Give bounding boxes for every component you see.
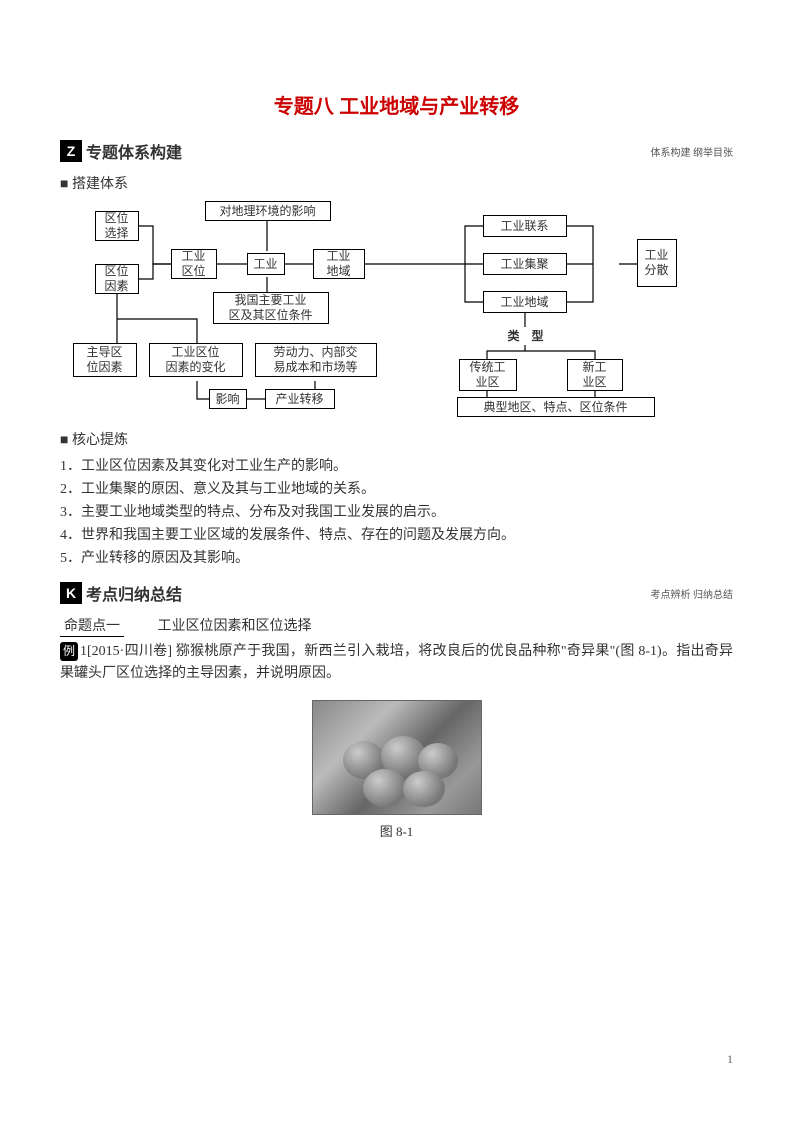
node-env-impact: 对地理环境的影响 xyxy=(205,201,331,221)
node-industry: 工业 xyxy=(247,253,285,275)
node-industry-disperse: 工业分散 xyxy=(637,239,677,287)
node-typical-region: 典型地区、特点、区位条件 xyxy=(457,397,655,417)
node-type-label: 类 型 xyxy=(491,327,561,345)
build-system-label: ■ 搭建体系 xyxy=(60,173,733,193)
core-list: 1．工业区位因素及其变化对工业生产的影响。 2．工业集聚的原因、意义及其与工业地… xyxy=(60,455,733,567)
node-dominant-factor: 主导区位因素 xyxy=(73,343,137,377)
example-num: 1 xyxy=(80,644,87,659)
node-location-factor: 区位因素 xyxy=(95,264,139,294)
page-title: 专题八 工业地域与产业转移 xyxy=(60,90,733,119)
example-badge: 例 xyxy=(60,642,78,661)
node-labor-cost: 劳动力、内部交易成本和市场等 xyxy=(255,343,377,377)
section-2-heading: 考点归纳总结 xyxy=(86,581,182,605)
core-refine-label: ■ 核心提炼 xyxy=(60,429,733,449)
section-2-sub: 考点辨析 归纳总结 xyxy=(651,586,734,601)
core-item-5: 5．产业转移的原因及其影响。 xyxy=(60,547,733,567)
node-location-choice: 区位选择 xyxy=(95,211,139,241)
topic-row: 命题点一 工业区位因素和区位选择 xyxy=(60,615,733,637)
topic-text: 工业区位因素和区位选择 xyxy=(158,619,312,634)
core-item-2: 2．工业集聚的原因、意义及其与工业地域的关系。 xyxy=(60,478,733,498)
section-1-sub: 体系构建 纲举目张 xyxy=(651,144,734,159)
topic-label: 命题点一 xyxy=(60,615,124,637)
figure-8-1 xyxy=(312,700,482,815)
node-industry-region: 工业地域 xyxy=(313,249,365,279)
core-item-4: 4．世界和我国主要工业区域的发展条件、特点、存在的问题及发展方向。 xyxy=(60,524,733,544)
core-item-1: 1．工业区位因素及其变化对工业生产的影响。 xyxy=(60,455,733,475)
node-china-regions: 我国主要工业区及其区位条件 xyxy=(213,292,329,324)
concept-diagram: 区位选择 区位因素 工业区位 工业 工业地域 对地理环境的影响 我国主要工业区及… xyxy=(67,199,727,419)
figure-caption: 图 8-­1 xyxy=(60,821,733,840)
node-new-region: 新工业区 xyxy=(567,359,623,391)
core-item-3: 3．主要工业地域类型的特点、分布及对我国工业发展的启示。 xyxy=(60,501,733,521)
node-industry-transfer: 产业转移 xyxy=(265,389,335,409)
section-badge-z: Z xyxy=(60,140,82,162)
section-1-heading: 专题体系构建 xyxy=(86,139,182,163)
diagram-connectors xyxy=(67,199,727,419)
node-industry-link: 工业联系 xyxy=(483,215,567,237)
node-factor-change: 工业区位因素的变化 xyxy=(149,343,243,377)
node-influence: 影响 xyxy=(209,389,247,409)
section-2-header: K 考点归纳总结 考点辨析 归纳总结 xyxy=(60,581,733,605)
node-industry-cluster: 工业集聚 xyxy=(483,253,567,275)
section-1-header: Z 专题体系构建 体系构建 纲举目张 xyxy=(60,139,733,163)
node-industry-location: 工业区位 xyxy=(171,249,217,279)
page-number: 1 xyxy=(727,1052,733,1067)
section-badge-k: K xyxy=(60,582,82,604)
node-industry-region2: 工业地域 xyxy=(483,291,567,313)
example-text: 例1[2015·四川卷] 猕猴桃原产于我国，新西兰引入栽培，将改良后的优良品种称… xyxy=(60,641,733,686)
example-source: [2015·四川卷] xyxy=(87,644,172,659)
node-traditional: 传统工业区 xyxy=(459,359,517,391)
